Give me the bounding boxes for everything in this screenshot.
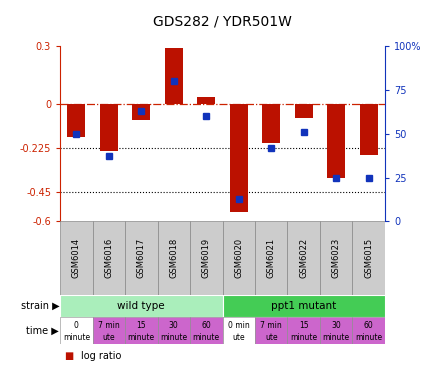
Bar [360, 104, 378, 155]
Text: ppt1 mutant: ppt1 mutant [271, 300, 336, 311]
Bar [222, 221, 255, 295]
Bar [320, 317, 352, 344]
Text: ute: ute [102, 333, 115, 342]
Bar [295, 104, 313, 118]
Bar [67, 104, 85, 138]
Text: 30: 30 [169, 321, 178, 330]
Text: minute: minute [160, 333, 187, 342]
Text: minute: minute [355, 333, 382, 342]
Text: 7 min: 7 min [260, 321, 282, 330]
Text: GSM6015: GSM6015 [364, 238, 373, 278]
Bar [352, 317, 385, 344]
Bar [222, 317, 255, 344]
Bar [93, 221, 125, 295]
Text: minute: minute [290, 333, 317, 342]
Text: GSM6022: GSM6022 [299, 238, 308, 278]
Bar [222, 295, 385, 317]
Text: log ratio: log ratio [81, 351, 122, 361]
Text: GSM6018: GSM6018 [169, 238, 178, 278]
Text: strain ▶: strain ▶ [20, 300, 59, 311]
Bar [352, 221, 385, 295]
Text: minute: minute [323, 333, 350, 342]
Text: 7 min: 7 min [98, 321, 120, 330]
Text: 0 min: 0 min [228, 321, 250, 330]
Text: 0: 0 [74, 321, 79, 330]
Text: wild type: wild type [117, 300, 165, 311]
Bar [60, 317, 93, 344]
Text: GSM6020: GSM6020 [234, 238, 243, 278]
Bar [125, 221, 158, 295]
Bar [255, 221, 287, 295]
Text: GSM6014: GSM6014 [72, 238, 81, 278]
Text: minute: minute [128, 333, 155, 342]
Text: 60: 60 [364, 321, 373, 330]
Text: GDS282 / YDR501W: GDS282 / YDR501W [153, 15, 292, 29]
Text: GSM6019: GSM6019 [202, 238, 211, 278]
Text: 15: 15 [137, 321, 146, 330]
Bar [93, 317, 125, 344]
Text: time ▶: time ▶ [26, 325, 59, 335]
Bar [190, 221, 222, 295]
Text: 60: 60 [202, 321, 211, 330]
Bar [60, 295, 222, 317]
Text: 15: 15 [299, 321, 308, 330]
Bar [197, 97, 215, 104]
Text: GSM6021: GSM6021 [267, 238, 276, 278]
Bar [158, 221, 190, 295]
Text: GSM6017: GSM6017 [137, 238, 146, 278]
Text: ute: ute [232, 333, 245, 342]
Bar [190, 317, 222, 344]
Bar [125, 317, 158, 344]
Bar [132, 104, 150, 120]
Bar [60, 221, 93, 295]
Text: minute: minute [193, 333, 220, 342]
Bar [327, 104, 345, 179]
Bar [320, 221, 352, 295]
Bar [262, 104, 280, 143]
Bar [100, 104, 118, 151]
Text: ute: ute [265, 333, 278, 342]
Text: minute: minute [63, 333, 90, 342]
Bar [287, 317, 320, 344]
Text: 30: 30 [332, 321, 341, 330]
Text: ■: ■ [65, 351, 74, 361]
Bar [255, 317, 287, 344]
Bar [158, 317, 190, 344]
Bar [230, 104, 248, 212]
Bar [165, 48, 183, 104]
Text: GSM6023: GSM6023 [332, 238, 341, 278]
Text: GSM6016: GSM6016 [104, 238, 113, 278]
Bar [287, 221, 320, 295]
